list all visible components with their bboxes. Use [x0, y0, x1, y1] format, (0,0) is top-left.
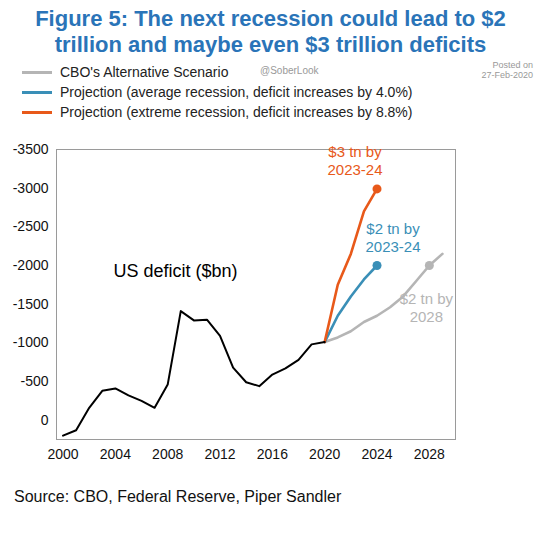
svg-text:2012: 2012	[204, 446, 235, 462]
html-text:Posted on: Posted on	[492, 60, 533, 70]
svg-text:2024: 2024	[361, 446, 392, 462]
svg-text:-2000: -2000	[13, 257, 49, 273]
svg-text:2000: 2000	[47, 446, 78, 462]
svg-text:2004: 2004	[100, 446, 131, 462]
html-text:27-Feb-2020: 27-Feb-2020	[481, 70, 533, 80]
svg-text:$2 tn by2028: $2 tn by2028	[400, 290, 454, 325]
svg-text:-500: -500	[20, 373, 48, 389]
svg-text:0: 0	[41, 412, 49, 428]
svg-text:-1000: -1000	[13, 334, 49, 350]
svg-text:$3 tn by2023-24: $3 tn by2023-24	[327, 143, 382, 178]
svg-text:2016: 2016	[257, 446, 288, 462]
svg-text:$2 tn by2023-24: $2 tn by2023-24	[365, 220, 420, 255]
svg-text:-3500: -3500	[13, 141, 49, 157]
svg-text:2008: 2008	[152, 446, 183, 462]
svg-text:2020: 2020	[309, 446, 340, 462]
html-text:@SoberLook: @SoberLook	[260, 65, 319, 76]
html-text:CBO's Alternative Scenario: CBO's Alternative Scenario	[60, 64, 229, 80]
svg-text:-1500: -1500	[13, 296, 49, 312]
svg-text:2028: 2028	[414, 446, 445, 462]
svg-text:-3000: -3000	[13, 180, 49, 196]
html-text:Source: CBO, Federal Reserve,: Source: CBO, Federal Reserve, Piper Sand…	[14, 488, 342, 505]
html-text:Projection (extreme recession,: Projection (extreme recession, deficit i…	[60, 104, 413, 120]
svg-text:US deficit ($bn): US deficit ($bn)	[114, 261, 238, 281]
html-text:Figure 5: The next recession c: Figure 5: The next recession could lead …	[35, 6, 506, 57]
html-text:Projection (average recession,: Projection (average recession, deficit i…	[60, 84, 413, 100]
svg-text:-2500: -2500	[13, 218, 49, 234]
